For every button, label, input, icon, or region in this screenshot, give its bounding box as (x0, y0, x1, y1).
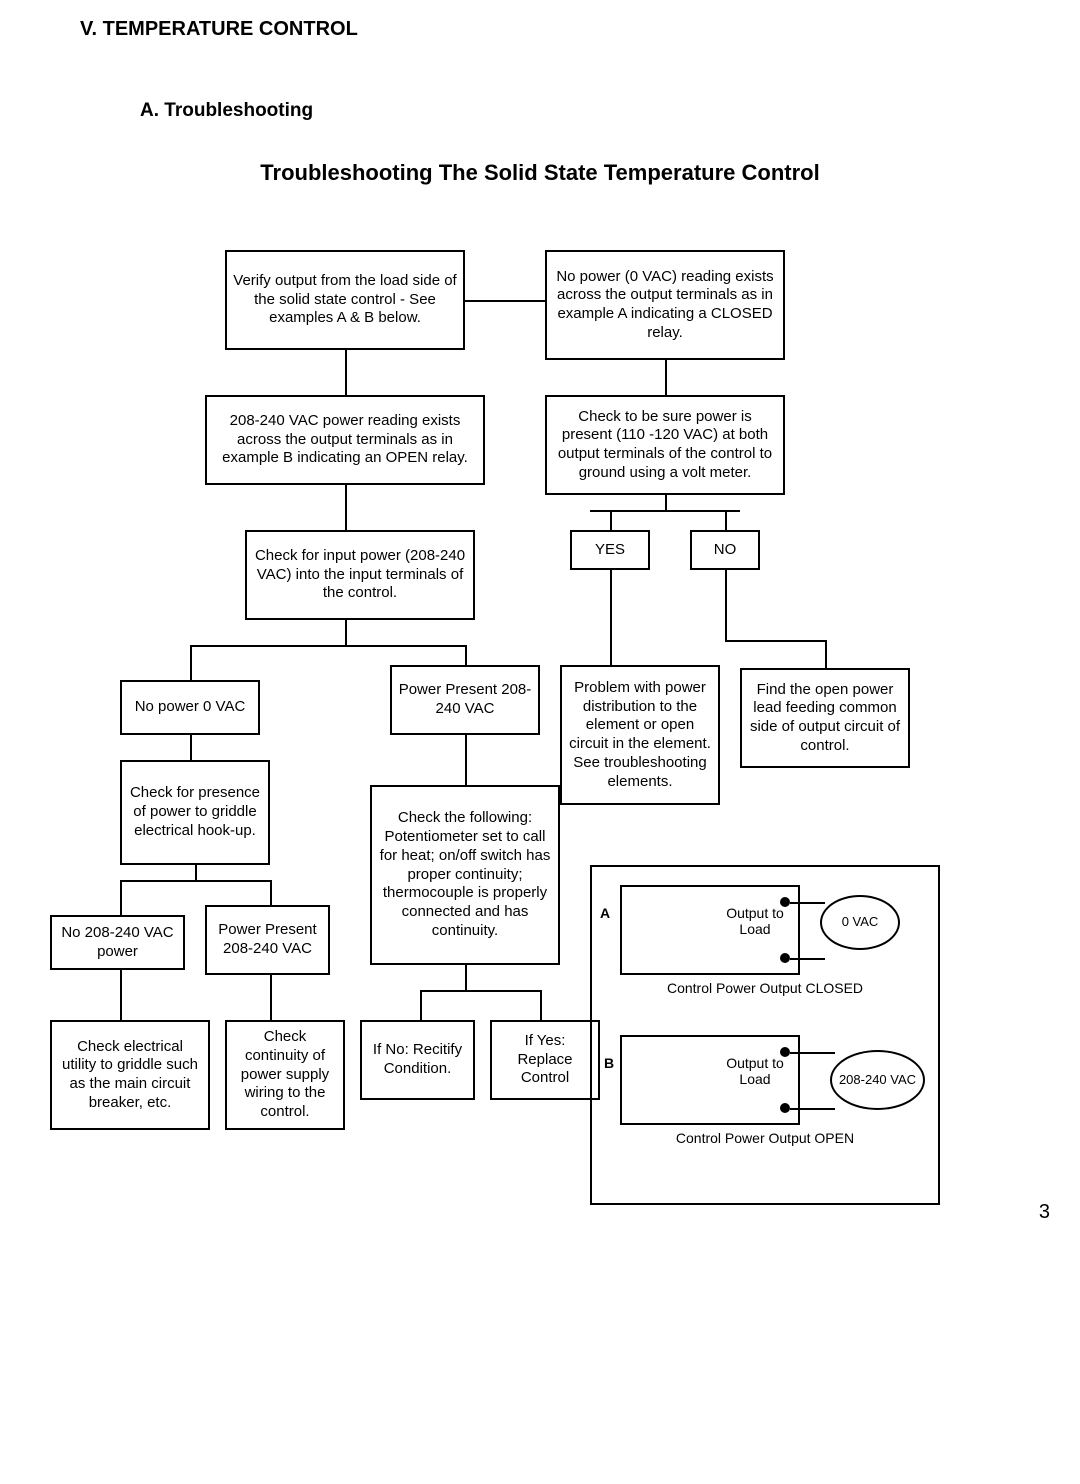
flow-box-no-power-0vac: No power 0 VAC (120, 680, 260, 735)
connector-line (725, 570, 727, 640)
flow-box-check-utility: Check electrical utility to griddle such… (50, 1020, 210, 1130)
connector-line (120, 880, 270, 882)
connector-line (825, 640, 827, 668)
flow-box-verify-output: Verify output from the load side of the … (225, 250, 465, 350)
connector-line (610, 510, 612, 530)
connector-line (420, 990, 422, 1020)
connector-line (345, 350, 347, 395)
example-b-label: B (604, 1055, 614, 1071)
flow-box-problem-dist: Problem with power distribution to the e… (560, 665, 720, 805)
example-a-wire-top (790, 902, 825, 904)
connector-line (540, 990, 542, 1020)
connector-line (420, 990, 540, 992)
connector-line (270, 975, 272, 1020)
example-a-label: A (600, 905, 610, 921)
connector-line (590, 510, 740, 512)
example-a-reading: 0 VAC (820, 895, 900, 950)
example-b-caption: Control Power Output OPEN (640, 1130, 890, 1146)
flow-box-open-relay: 208-240 VAC power reading exists across … (205, 395, 485, 485)
page: { "header": { "section_label": "V. TEMPE… (0, 0, 1080, 1484)
connector-line (665, 360, 667, 395)
example-a-wire-bottom (790, 958, 825, 960)
flow-box-power-present-1: Power Present 208-240 VAC (390, 665, 540, 735)
connector-line (195, 865, 197, 880)
example-b-terminal-top (780, 1047, 790, 1057)
subsection-heading: A. Troubleshooting (140, 100, 313, 122)
connector-line (465, 645, 467, 665)
example-a-terminal-bottom (780, 953, 790, 963)
flow-box-no-power-reading: No power (0 VAC) reading exists across t… (545, 250, 785, 360)
example-b-reading: 208-240 VAC (830, 1050, 925, 1110)
example-b-output-label: Output to Load (720, 1055, 790, 1087)
flow-box-no-208-240: No 208-240 VAC power (50, 915, 185, 970)
flow-box-power-present-2: Power Present 208-240 VAC (205, 905, 330, 975)
flow-box-check-griddle: Check for presence of power to griddle e… (120, 760, 270, 865)
flow-box-check-following: Check the following: Potentiometer set t… (370, 785, 560, 965)
connector-line (345, 620, 347, 645)
example-a-output-label: Output to Load (720, 905, 790, 937)
connector-line (190, 645, 465, 647)
example-b-wire-top (790, 1052, 835, 1054)
flow-box-check-input-power: Check for input power (208-240 VAC) into… (245, 530, 475, 620)
flow-box-check-power-present: Check to be sure power is present (110 -… (545, 395, 785, 495)
connector-line (465, 965, 467, 990)
connector-line (190, 645, 192, 680)
connector-line (270, 880, 272, 905)
example-b-terminal-bottom (780, 1103, 790, 1113)
connector-line (345, 485, 347, 530)
page-number: 3 (1039, 1201, 1050, 1224)
flow-box-if-yes: If Yes: Replace Control (490, 1020, 600, 1100)
example-b-wire-bottom (790, 1108, 835, 1110)
connector-line (725, 510, 727, 530)
connector-line (120, 970, 122, 1020)
connector-line (120, 880, 122, 915)
connector-line (665, 495, 667, 510)
example-a-terminal-top (780, 897, 790, 907)
section-heading: V. TEMPERATURE CONTROL (80, 18, 358, 41)
connector-line (190, 735, 192, 760)
flow-box-check-continuity: Check continuity of power supply wiring … (225, 1020, 345, 1130)
connector-line (725, 640, 825, 642)
connector-line (465, 735, 467, 785)
connector-line (610, 570, 612, 665)
connector-line (465, 300, 545, 302)
flow-box-if-no: If No: Recitify Condition. (360, 1020, 475, 1100)
example-a-caption: Control Power Output CLOSED (640, 980, 890, 996)
diagram-title: Troubleshooting The Solid State Temperat… (0, 160, 1080, 186)
flow-box-no: NO (690, 530, 760, 570)
flow-box-find-open: Find the open power lead feeding common … (740, 668, 910, 768)
flow-box-yes: YES (570, 530, 650, 570)
